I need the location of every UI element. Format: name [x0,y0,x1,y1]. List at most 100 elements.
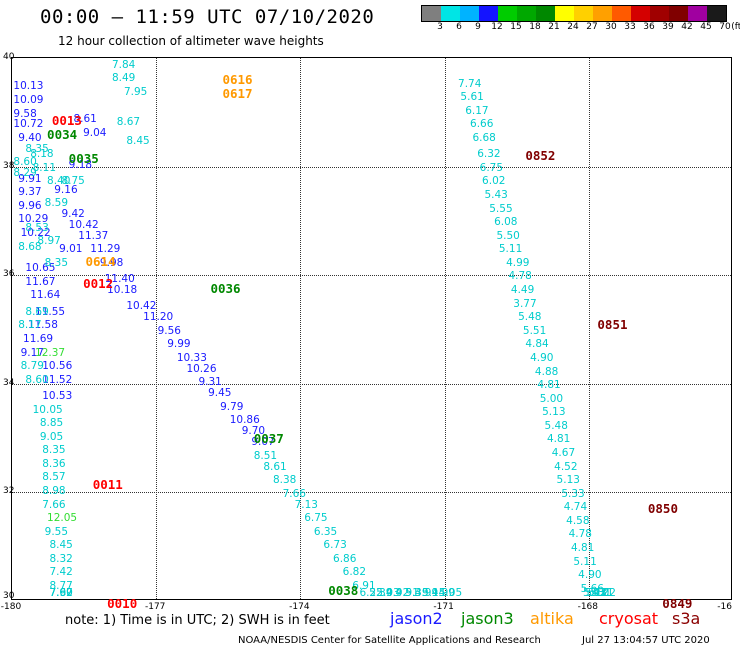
wave-height-value: 8.60 [25,373,49,386]
wave-height-value: 5.11 [573,555,597,568]
wave-height-value: 6.22 [359,587,383,599]
wave-height-value: 4.81 [537,379,561,392]
wave-height-value: 6.35 [313,525,338,538]
wave-height-value: 9.96 [18,199,42,212]
wave-height-value: 9.05 [39,430,64,443]
wave-height-value: 4.02 [592,587,616,599]
wave-height-value: 7.69 [49,587,73,599]
wave-height-value: 5.12 [585,587,609,599]
wave-height-value: 6.17 [465,104,489,117]
color-scale-label: 33 [624,22,636,32]
latitude-gridline [12,383,731,385]
color-swatch [650,6,669,21]
y-tick-label: 34 [3,377,15,388]
wave-height-value: 5.48 [518,311,542,324]
wave-height-value: 12.37 [35,346,66,359]
wave-height-value: 8.67 [116,115,141,128]
wave-height-value: 9.45 [208,387,232,400]
pass-time-label: 0849 [662,596,693,612]
wave-height-value: 4.92 [385,587,410,599]
color-swatch [612,6,631,21]
color-swatch [517,6,536,21]
footer-credit: NOAA/NESDIS Center for Satellite Applica… [238,635,541,646]
color-swatch [422,6,441,21]
wave-height-value: 11.29 [90,243,121,256]
wave-height-value: 5.55 [489,202,513,215]
y-tick-label: 36 [3,269,15,280]
x-tick-label: -174 [289,602,310,612]
wave-height-value: 8.35 [44,256,69,269]
pass-time-label: 0852 [525,148,556,164]
wave-height-value: 6.75 [479,161,504,174]
wave-height-value: 7.97 [49,587,73,599]
wave-height-value: 9.31 [198,376,222,389]
wave-height-value: 7.74 [458,77,482,90]
wave-height-value: 9.40 [18,132,42,145]
wave-height-value: 10.53 [42,389,73,402]
wave-height-value: 4.91 [395,587,419,599]
wave-height-value: 8.59 [44,197,69,210]
legend-s3a: s3a [672,609,701,628]
color-swatch [555,6,574,21]
wave-height-value: 5.39 [369,587,393,599]
color-swatch [669,6,688,21]
wave-height-value: 10.18 [107,284,138,297]
pass-time-label: 0010 [107,596,138,612]
map-subtitle: 12 hour collection of altimeter wave hei… [58,34,324,48]
wave-height-value: 5.31 [587,587,612,599]
wave-height-value: 6.08 [494,216,518,229]
pass-time-label: 0614 [85,254,116,270]
pass-time-label: 0013 [51,113,82,128]
wave-height-value: 6.86 [333,552,357,565]
wave-height-value: 9.16 [54,183,78,196]
color-scale-label: 15 [510,22,522,32]
color-scale-label: 24 [567,22,579,32]
color-swatch [479,6,498,21]
wave-height-value: 4.84 [525,338,549,351]
latitude-gridline [12,275,731,277]
y-tick-label: 40 [3,52,15,62]
wave-height-value: 11.64 [30,289,61,302]
wave-height-value: 3.77 [513,297,537,310]
wave-height-value: 5.13 [542,406,566,419]
x-tick-label: -180 [0,602,22,612]
y-tick-label: 38 [3,160,15,171]
wave-height-value: 10.86 [229,414,260,427]
wave-height-value: 8.98 [42,484,66,497]
wave-height-value: 8.69 [25,305,49,318]
pass-time-label: 0034 [47,126,78,142]
legend-jason2: jason2 [390,609,443,628]
wave-height-value: 8.85 [39,417,64,430]
wave-height-value: 5.05 [438,587,463,599]
wave-height-value: 5.50 [496,229,520,242]
wave-height-value: 8.68 [18,240,42,253]
color-scale-label: (ft) [731,22,740,32]
color-scale-label: 30 [605,22,617,32]
wave-height-value: 8.36 [42,457,66,470]
longitude-gridline [156,58,158,599]
wave-height-value: 11.37 [78,229,109,242]
wave-height-value: 7.60 [49,587,73,599]
wave-height-value: 9.79 [220,400,244,413]
y-tick-label: 30 [3,591,15,601]
y-tick-label: 32 [3,486,15,497]
wave-height-value: 12.05 [47,512,78,525]
legend-altika: altika [530,609,574,628]
wave-height-value: 10.09 [13,94,44,106]
wave-height-value: 8.61 [263,460,287,473]
latitude-gridline [12,166,731,168]
wave-height-value: 5.03 [376,587,400,599]
units-note: note: 1) Time is in UTC; 2) SWH is in fe… [65,613,330,628]
wave-height-value: 11.55 [35,305,66,318]
color-scale-label: 36 [643,22,655,32]
wave-height-value: 8.18 [30,148,54,161]
color-scale-label: 42 [681,22,693,32]
wave-height-value: 8.45 [49,539,73,552]
wave-height-value: 5.31 [590,587,614,599]
wave-height-value: 5.61 [460,91,484,104]
wave-height-value: 8.49 [111,72,136,85]
wave-height-value: 9.58 [13,107,37,120]
wave-height-value: 9.04 [83,126,107,139]
x-tick-label: -177 [144,602,166,612]
